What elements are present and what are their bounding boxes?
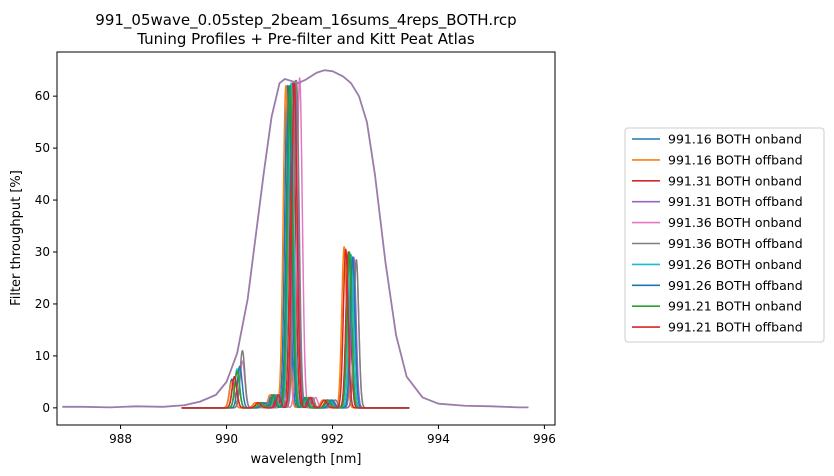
legend-box (624, 127, 825, 343)
legend: 991.16 BOTH onband 991.16 BOTH offband 991… (624, 127, 825, 343)
x-tick-label: 996 (533, 432, 556, 446)
y-tick-label: 20 (35, 297, 50, 311)
legend-label: 991.26 BOTH offband (668, 278, 803, 293)
x-tick-label: 988 (109, 432, 132, 446)
x-axis-label: wavelength [nm] (251, 452, 362, 467)
y-tick-label: 30 (35, 245, 50, 259)
legend-label: 991.36 BOTH onband (668, 215, 802, 230)
legend-label: 991.31 BOTH onband (668, 173, 802, 188)
x-tick-label: 992 (321, 432, 344, 446)
legend-label: 991.36 BOTH offband (668, 236, 803, 251)
legend-label: 991.31 BOTH offband (668, 194, 803, 209)
prefilter-line (62, 69, 529, 409)
x-axis: 988 990 992 994 996 (109, 425, 556, 446)
y-tick-label: 40 (35, 193, 50, 207)
chart-title: 991_05wave_0.05step_2beam_16sums_4reps_B… (95, 11, 516, 30)
y-axis: 0 10 20 30 40 50 60 (35, 89, 57, 415)
y-tick-label: 50 (35, 141, 50, 155)
legend-label: 991.21 BOTH offband (668, 320, 803, 335)
x-tick-label: 994 (427, 432, 450, 446)
legend-label: 991.16 BOTH onband (668, 132, 802, 147)
series-line-9 (181, 82, 410, 409)
legend-label: 991.21 BOTH onband (668, 299, 802, 314)
y-tick-label: 10 (35, 349, 50, 363)
plot-frame (56, 51, 556, 426)
legend-label: 991.26 BOTH onband (668, 257, 802, 272)
legend-label: 991.16 BOTH offband (668, 152, 803, 167)
plot-lines (62, 69, 529, 409)
y-tick-label: 60 (35, 89, 50, 103)
x-tick-label: 990 (215, 432, 238, 446)
y-tick-label: 0 (42, 401, 50, 415)
y-axis-label: Filter throughput [%] (9, 170, 24, 306)
chart-subtitle: Tuning Profiles + Pre-filter and Kitt Pe… (136, 30, 475, 48)
